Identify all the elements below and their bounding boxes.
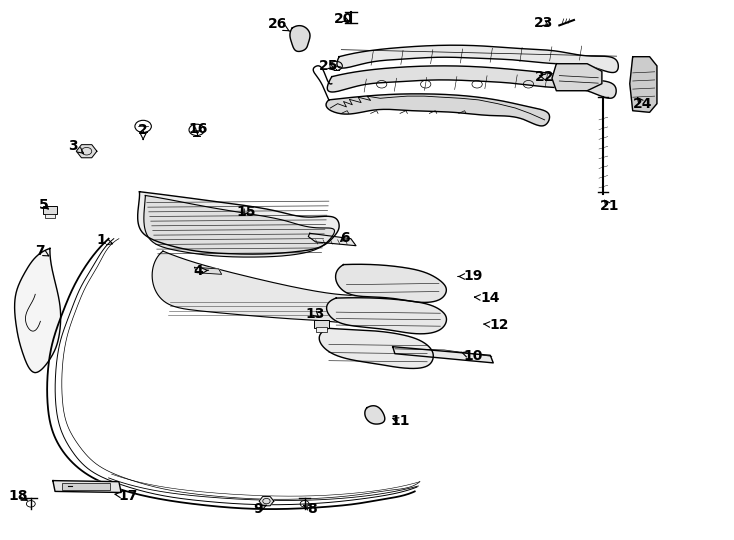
Text: 19: 19: [458, 269, 483, 284]
Bar: [43, 206, 57, 214]
Text: 21: 21: [600, 199, 619, 213]
Text: 16: 16: [189, 122, 208, 136]
Text: 13: 13: [306, 307, 325, 321]
Bar: [45, 214, 55, 218]
Text: 20: 20: [334, 12, 353, 26]
Polygon shape: [326, 94, 550, 126]
Text: 26: 26: [268, 17, 290, 31]
Text: 18: 18: [9, 489, 28, 503]
Polygon shape: [327, 66, 617, 98]
Polygon shape: [290, 25, 310, 51]
Text: 9: 9: [253, 502, 266, 516]
Polygon shape: [144, 195, 335, 257]
Text: 2: 2: [138, 123, 148, 139]
Text: 7: 7: [35, 244, 49, 258]
Text: 14: 14: [474, 291, 500, 305]
Text: 6: 6: [340, 231, 350, 245]
Polygon shape: [552, 64, 602, 91]
Polygon shape: [393, 347, 493, 363]
Polygon shape: [138, 192, 339, 254]
Text: 23: 23: [534, 16, 553, 30]
Text: 12: 12: [484, 318, 509, 332]
Text: 15: 15: [236, 205, 255, 219]
Polygon shape: [195, 267, 222, 274]
Polygon shape: [76, 145, 97, 158]
Bar: [314, 320, 329, 328]
Text: 8: 8: [304, 502, 317, 516]
Polygon shape: [53, 481, 121, 492]
Polygon shape: [337, 45, 618, 72]
Text: 11: 11: [390, 414, 410, 428]
Text: 25: 25: [319, 59, 338, 73]
Polygon shape: [259, 496, 274, 506]
Text: 22: 22: [535, 70, 554, 84]
Polygon shape: [319, 328, 433, 368]
Text: 1: 1: [96, 233, 112, 247]
Polygon shape: [327, 298, 446, 334]
Polygon shape: [365, 406, 385, 424]
Polygon shape: [308, 233, 356, 246]
Polygon shape: [630, 57, 657, 112]
Polygon shape: [335, 264, 446, 302]
Text: 17: 17: [115, 489, 138, 503]
Text: 24: 24: [633, 97, 652, 111]
Polygon shape: [15, 248, 61, 373]
Text: 3: 3: [68, 139, 84, 153]
Text: 10: 10: [461, 349, 483, 363]
Bar: [316, 327, 327, 332]
Text: 4: 4: [193, 264, 208, 278]
Bar: [62, 483, 110, 490]
Polygon shape: [152, 251, 375, 323]
Text: 5: 5: [39, 198, 49, 212]
